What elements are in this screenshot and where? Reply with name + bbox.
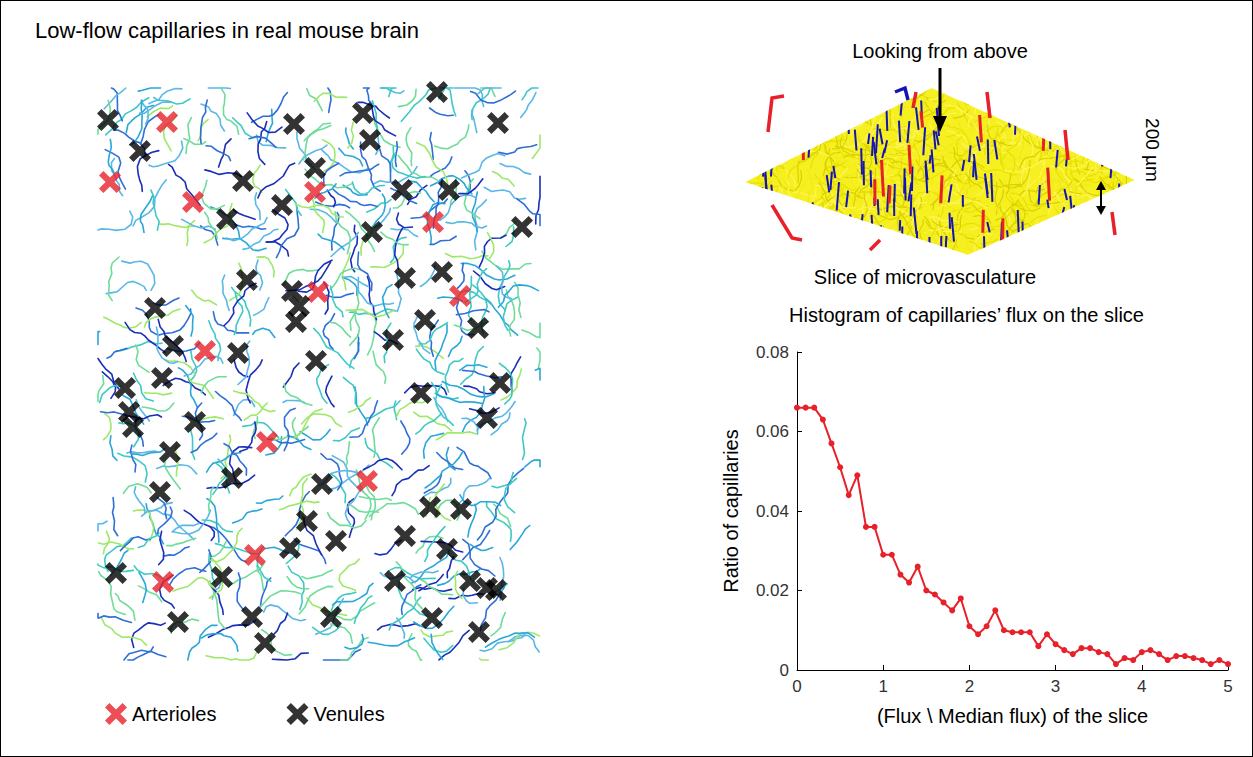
svg-text:Histogram of capillaries’ flux: Histogram of capillaries’ flux on the sl… bbox=[789, 304, 1144, 326]
svg-text:1: 1 bbox=[878, 677, 887, 696]
svg-text:5: 5 bbox=[1223, 677, 1232, 696]
svg-text:Low-flow capillaries in real m: Low-flow capillaries in real mouse brain bbox=[35, 18, 419, 43]
svg-text:0.06: 0.06 bbox=[756, 422, 789, 441]
svg-text:3: 3 bbox=[1051, 677, 1060, 696]
svg-text:0.04: 0.04 bbox=[756, 502, 789, 521]
svg-text:2: 2 bbox=[965, 677, 974, 696]
svg-text:Arterioles: Arterioles bbox=[132, 703, 216, 725]
svg-text:Venules: Venules bbox=[313, 703, 384, 725]
svg-text:0.08: 0.08 bbox=[756, 343, 789, 362]
svg-text:Looking from above: Looking from above bbox=[852, 40, 1028, 62]
svg-text:4: 4 bbox=[1137, 677, 1146, 696]
svg-text:200 µm: 200 µm bbox=[1142, 118, 1163, 182]
svg-text:0: 0 bbox=[780, 661, 789, 680]
svg-text:(Flux \ Median flux) of the sl: (Flux \ Median flux) of the slice bbox=[877, 705, 1148, 727]
svg-text:0: 0 bbox=[792, 677, 801, 696]
svg-text:Slice of microvasculature: Slice of microvasculature bbox=[814, 266, 1036, 288]
svg-text:Ratio of capillaries: Ratio of capillaries bbox=[720, 429, 742, 592]
svg-text:0.02: 0.02 bbox=[756, 581, 789, 600]
